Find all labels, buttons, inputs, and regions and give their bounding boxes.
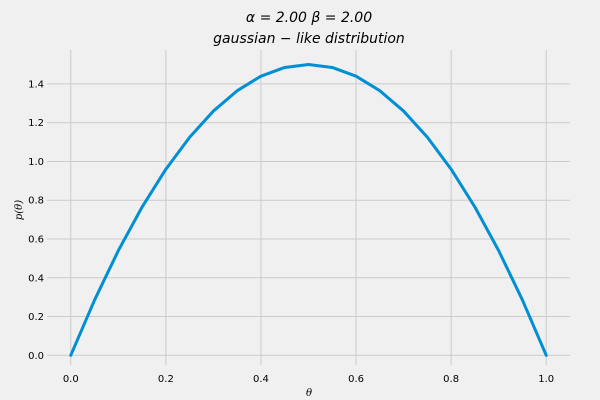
- x-tick-label: 0.4: [253, 374, 269, 385]
- chart-title-line2: gaussian − like distribution: [213, 31, 405, 47]
- x-tick-label: 0.2: [158, 374, 174, 385]
- x-tick-label: 1.0: [538, 374, 554, 385]
- tick-labels: 0.0 0.2 0.4 0.6 0.8 1.0 0.0 0.2 0.4 0.6 0.8 1.0 1.2 1…: [28, 79, 554, 385]
- y-tick-label: 1.4: [28, 79, 44, 90]
- y-tick-label: 0.2: [28, 312, 44, 323]
- y-tick-label: 1.0: [28, 157, 44, 168]
- series-layer: [69, 63, 548, 357]
- x-tick-label: 0.0: [63, 374, 79, 385]
- x-tick-label: 0.6: [348, 374, 364, 385]
- x-tick-label: 0.8: [443, 374, 459, 385]
- y-tick-label: 0.0: [28, 351, 44, 362]
- grid: [47, 50, 570, 365]
- y-tick-label: 0.4: [28, 273, 44, 284]
- y-tick-label: 0.8: [28, 196, 44, 207]
- chart-title-line1: α = 2.00 β = 2.00: [246, 10, 372, 26]
- y-tick-label: 0.6: [28, 235, 44, 246]
- y-axis-label: p(θ): [14, 200, 25, 220]
- y-tick-label: 1.2: [28, 118, 44, 129]
- series-line: [69, 63, 548, 357]
- x-axis-label: θ: [306, 388, 312, 399]
